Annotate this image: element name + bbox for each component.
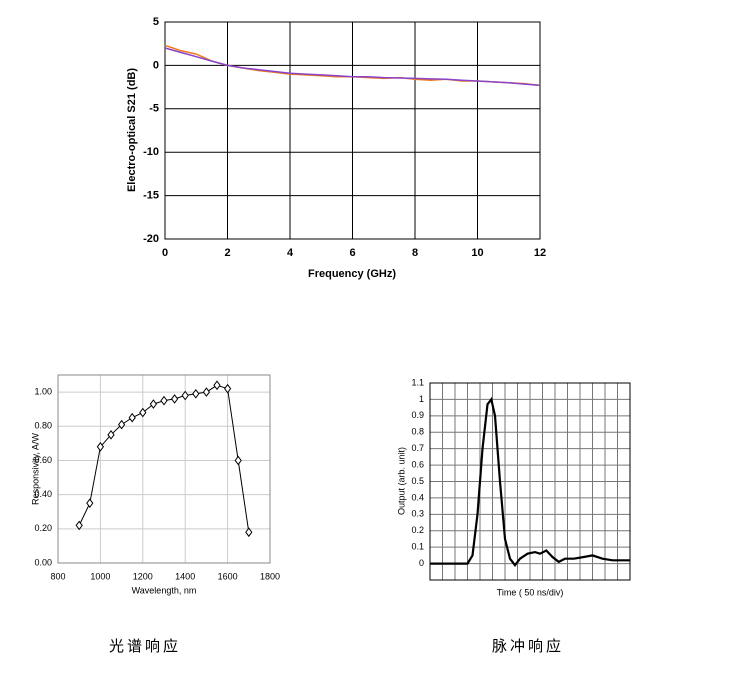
x-tick-label: 800 (50, 571, 65, 581)
x-tick-label: 1800 (260, 571, 280, 581)
y-tick-label: 0.40 (34, 489, 52, 499)
plot-frame (164, 21, 541, 240)
y-tick-label: 0.9 (411, 410, 424, 420)
data-point (149, 399, 158, 409)
x-tick-label: 4 (287, 247, 294, 259)
series-line (164, 47, 541, 87)
data-point (96, 441, 105, 452)
x-tick-label: 1600 (218, 571, 238, 581)
y-tick-label: 0.00 (34, 557, 52, 567)
data-point (128, 412, 136, 423)
data-point (139, 407, 147, 418)
y-tick-label: -10 (143, 146, 159, 158)
y-tick-label: 0.20 (34, 523, 52, 533)
data-point (107, 429, 115, 440)
data-point (223, 383, 232, 394)
x-tick-label: 0 (162, 247, 168, 259)
data-point (117, 419, 126, 430)
y-tick-label: 0 (153, 59, 159, 71)
series-line (430, 396, 630, 568)
x-tick-label: 12 (534, 247, 546, 259)
data-point (245, 527, 253, 538)
y-tick-label: 0 (419, 558, 424, 568)
y-axis-label: Electro-optical S21 (dB) (126, 68, 138, 192)
x-tick-label: 1000 (90, 571, 110, 581)
y-tick-label: 5 (153, 16, 159, 28)
x-tick-label: 6 (349, 247, 355, 259)
x-tick-label: 2 (224, 247, 230, 259)
y-tick-label: 0.7 (411, 443, 424, 453)
data-point (202, 387, 211, 397)
data-point (234, 455, 242, 466)
data-point (170, 394, 179, 404)
y-tick-label: -20 (143, 233, 159, 245)
data-point (213, 380, 221, 391)
x-axis-label: Wavelength, nm (132, 585, 197, 595)
x-tick-label: 1400 (175, 571, 195, 581)
data-point (181, 390, 189, 401)
x-tick-label: 8 (412, 247, 418, 259)
x-axis-label: Frequency (GHz) (308, 268, 396, 280)
caption: 光谱响应 (109, 637, 181, 655)
caption: 脉冲响应 (492, 637, 564, 655)
data-point (160, 395, 168, 406)
y-tick-label: 1 (419, 394, 424, 404)
x-tick-label: 10 (471, 247, 483, 259)
y-tick-label: -5 (149, 103, 159, 115)
y-tick-label: 0.4 (411, 492, 424, 502)
data-point (75, 520, 83, 531)
y-tick-label: 0.3 (411, 509, 424, 519)
y-tick-label: -15 (143, 190, 159, 202)
y-axis-label: Responsivity, A/W (30, 433, 40, 505)
y-tick-label: 0.1 (411, 542, 424, 552)
y-tick-label: 0.80 (34, 421, 52, 431)
y-tick-label: 0.5 (411, 476, 424, 486)
x-axis-label: Time ( 50 ns/div) (497, 587, 564, 597)
plot-frame (429, 382, 631, 581)
data-point (86, 498, 94, 509)
x-tick-label: 1200 (133, 571, 153, 581)
y-tick-label: 1.00 (34, 386, 52, 396)
y-axis-label: Output (arb. unit) (396, 447, 406, 515)
plot-frame (57, 374, 271, 564)
y-tick-label: 0.6 (411, 459, 424, 469)
y-tick-label: 0.2 (411, 525, 424, 535)
series-line (78, 384, 250, 533)
y-tick-label: 0.8 (411, 427, 424, 437)
y-tick-label: 0.60 (34, 455, 52, 465)
data-point (192, 388, 200, 399)
y-tick-label: 1.1 (411, 377, 424, 387)
